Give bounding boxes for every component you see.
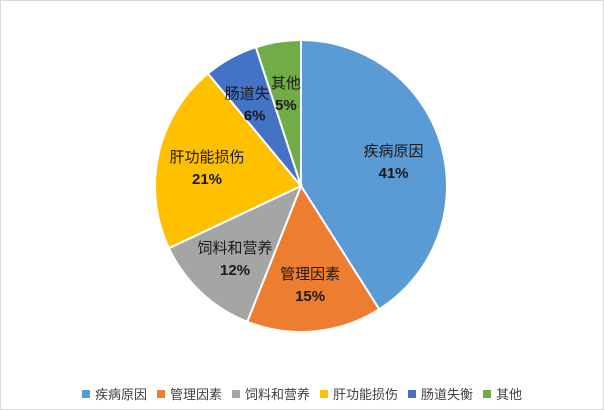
pie-chart: 疾病原因 41%管理因素 15%饲料和营养 12%肝功能损伤 21%肠道失衡 6%其他 5%	[154, 38, 448, 333]
legend-swatch	[156, 389, 165, 398]
legend-item-2: 饲料和营养	[231, 384, 310, 403]
legend-item-0: 疾病原因	[81, 384, 147, 403]
legend-item-1: 管理因素	[156, 384, 222, 403]
slice-value-label: 41%	[378, 165, 408, 182]
pie-slice-5	[254, 38, 302, 187]
legend-swatch	[408, 389, 417, 398]
slice-category-label: 管理因素	[280, 265, 340, 283]
slice-value-label: 5%	[275, 97, 297, 114]
slice-value-label: 6%	[244, 108, 266, 125]
legend-label: 管理因素	[169, 388, 222, 403]
legend-swatch	[483, 389, 492, 398]
slice-value-label: 21%	[192, 171, 222, 188]
legend-label: 疾病原因	[94, 388, 147, 403]
pie-slice-3	[154, 72, 303, 250]
slice-label-5: 其他 5%	[271, 74, 301, 114]
legend-label: 其他	[496, 388, 523, 403]
pie-slice-1	[245, 183, 381, 333]
legend-item-3: 肝功能损伤	[320, 384, 398, 403]
pie-slice-2	[167, 184, 303, 324]
slice-category-label: 其他	[271, 74, 301, 92]
slice-value-label: 12%	[220, 262, 250, 279]
chart-legend: 疾病原因 管理因素 饲料和营养 肝功能损伤 肠道失衡 其他	[1, 384, 603, 403]
legend-item-5: 其他	[483, 384, 522, 403]
legend-swatch	[231, 389, 240, 398]
slice-label-3: 肝功能损伤 21%	[169, 148, 244, 188]
slice-label-0: 疾病原因 41%	[363, 142, 423, 182]
slice-label-2: 饲料和营养 12%	[197, 239, 272, 279]
legend-swatch	[320, 389, 328, 398]
legend-label: 饲料和营养	[244, 388, 310, 403]
legend-label: 肝功能损伤	[333, 388, 399, 403]
slice-category-label: 疾病原因	[363, 142, 423, 160]
slice-category-label: 肝功能损伤	[169, 148, 244, 166]
slice-value-label: 15%	[295, 288, 325, 305]
slice-category-label: 饲料和营养	[197, 239, 272, 257]
legend-swatch	[81, 389, 90, 398]
slice-label-1: 管理因素 15%	[280, 265, 340, 305]
legend-item-4: 肠道失衡	[408, 384, 473, 403]
legend-label: 肠道失衡	[421, 388, 474, 403]
